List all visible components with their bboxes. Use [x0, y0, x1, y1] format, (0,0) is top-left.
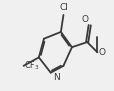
Text: CF$_3$: CF$_3$ [24, 60, 40, 72]
Text: O: O [97, 48, 104, 57]
Text: O: O [81, 15, 88, 24]
Text: Cl: Cl [58, 3, 67, 12]
Text: N: N [52, 74, 59, 83]
